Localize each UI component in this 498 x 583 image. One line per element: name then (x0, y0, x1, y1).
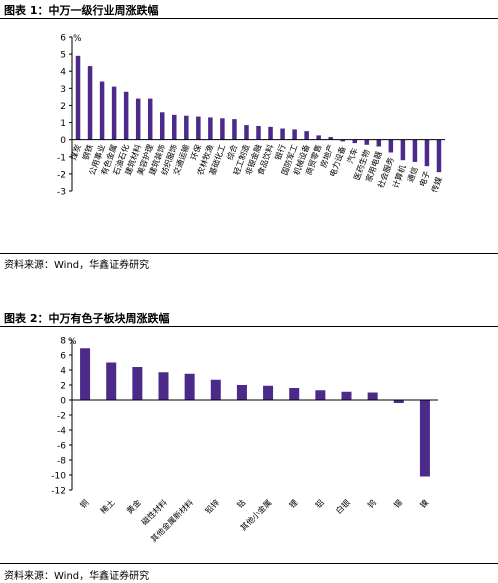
bar-其他小金属 (263, 385, 274, 400)
bar-锡 (393, 400, 404, 403)
figure-2-source: 资料来源：Wind，华鑫证券研究 (4, 571, 150, 582)
bar-家用电器 (376, 139, 382, 147)
bar-美容护理 (147, 98, 153, 140)
bar-汽车 (352, 139, 358, 144)
y-tick-label: 8 (60, 337, 66, 347)
bar-社会服务 (388, 139, 394, 153)
y-tick-label: 0 (60, 397, 66, 407)
y-tick-label: 6 (60, 34, 66, 44)
bar-白银 (341, 391, 352, 400)
bar-轻工制造 (244, 125, 249, 140)
category-label: 铅锌 (203, 497, 221, 515)
bar-建筑装饰 (159, 112, 165, 140)
bar-机械设备 (304, 131, 309, 140)
bar-铜 (80, 348, 91, 400)
bar-基础化工 (220, 118, 225, 140)
bar-镍 (419, 400, 430, 477)
figure-1-top-rule (0, 18, 498, 19)
figure-2-top-rule (0, 326, 498, 327)
bar-电子 (424, 139, 430, 167)
bar-钢铁 (87, 66, 93, 140)
y-tick-label: -4 (57, 427, 66, 437)
bar-传媒 (436, 139, 442, 173)
figure-2-bottom-rule (0, 563, 498, 564)
category-label: 电子 (417, 169, 432, 187)
y-unit-label: % (68, 337, 77, 347)
bar-有色金属 (111, 86, 117, 140)
bar-非银金融 (256, 125, 261, 140)
y-tick-label: -2 (57, 412, 66, 422)
bar-电力设备 (340, 139, 345, 142)
bar-其他金属新材料 (184, 373, 195, 400)
bar-稀土 (106, 362, 117, 400)
category-label: 钴 (235, 497, 248, 510)
bar-铝 (315, 390, 326, 400)
y-tick-label: 0 (60, 136, 66, 146)
bar-磁性材料 (158, 372, 169, 400)
y-tick-label: -2 (57, 170, 66, 180)
y-tick-label: -10 (51, 472, 66, 482)
y-tick-label: -3 (57, 188, 66, 198)
bar-商贸零售 (316, 135, 321, 140)
figure-1-source: 资料来源：Wind，华鑫证券研究 (4, 260, 150, 271)
bar-医药生物 (364, 139, 370, 145)
category-label: 计算机 (390, 163, 408, 189)
category-label: 传媒 (429, 175, 444, 193)
bar-综合 (232, 119, 237, 140)
bar-石油石化 (123, 91, 129, 140)
bar-房地产 (328, 137, 333, 140)
category-label: 稀土 (98, 497, 116, 515)
y-tick-label: 1 (60, 119, 66, 129)
y-tick-label: 2 (60, 102, 66, 112)
category-label: 锡 (392, 498, 404, 510)
y-tick-label: 3 (60, 85, 66, 95)
bar-纺织服饰 (172, 114, 177, 140)
figure-2-title: 图表 2：中万有色子板块周涨跌幅 (4, 312, 170, 325)
y-unit-label: % (73, 34, 82, 44)
category-label: 铝 (313, 497, 326, 510)
y-tick-label: -1 (57, 153, 66, 163)
y-tick-label: 6 (60, 352, 66, 362)
bar-黄金 (132, 367, 143, 400)
bar-建筑材料 (135, 98, 141, 140)
y-tick-label: -8 (57, 457, 66, 467)
bar-计算机 (400, 139, 406, 161)
category-label: 铜 (78, 497, 91, 510)
category-label: 黄金 (124, 497, 142, 515)
figure-1-bottom-rule (0, 253, 498, 254)
bar-银行 (280, 128, 285, 140)
bar-交通运输 (184, 115, 189, 140)
y-tick-label: 5 (60, 51, 66, 61)
bar-钨 (367, 392, 378, 400)
bar-公用事业 (99, 81, 105, 140)
bar-农林牧渔 (208, 117, 213, 140)
category-label: 白银 (334, 497, 352, 515)
y-tick-label: 4 (60, 367, 66, 377)
bar-国防军工 (292, 129, 297, 140)
chart-1: 6543210-1-2-3%煤炭钢铁公用事业有色金属石油石化建筑材料美容护理建筑… (57, 34, 445, 198)
category-label: 钨 (365, 497, 378, 510)
figure-1-title: 图表 1：中万一级行业周涨跌幅 (4, 4, 159, 17)
bar-煤炭 (75, 55, 81, 140)
bar-锂 (289, 388, 300, 400)
y-tick-label: -12 (51, 487, 66, 497)
y-tick-label: -6 (57, 442, 66, 452)
category-label: 锂 (287, 497, 300, 510)
bar-铅锌 (210, 379, 221, 400)
y-tick-label: 2 (60, 382, 66, 392)
bar-钴 (236, 385, 247, 400)
category-label: 镍 (418, 497, 431, 510)
bar-食品饮料 (268, 126, 273, 140)
bar-环保 (196, 116, 201, 140)
y-tick-label: 4 (60, 68, 66, 78)
bar-通信 (412, 139, 418, 162)
